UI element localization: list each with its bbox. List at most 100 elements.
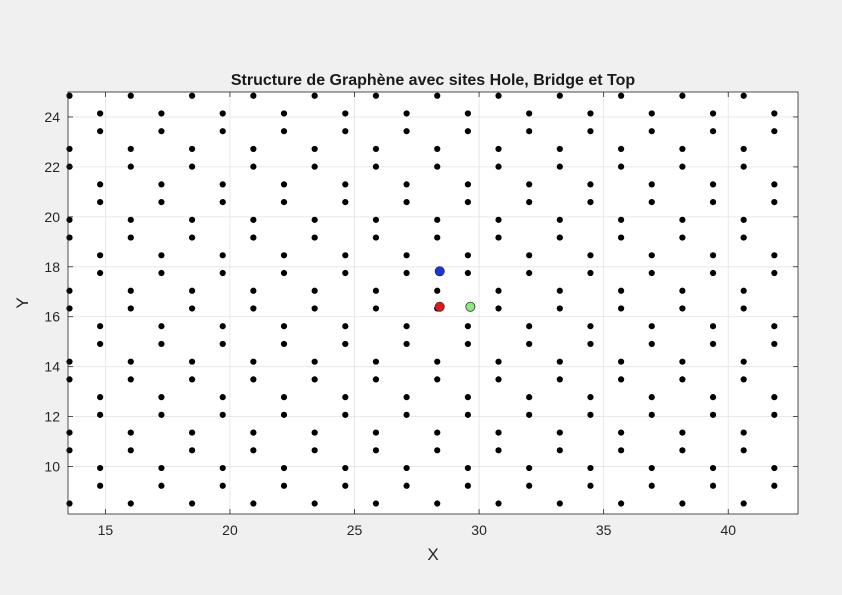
lattice-point bbox=[250, 429, 257, 436]
lattice-point bbox=[158, 128, 165, 135]
lattice-point bbox=[280, 252, 288, 259]
lattice-point bbox=[250, 216, 257, 223]
lattice-point bbox=[740, 163, 747, 170]
lattice-point bbox=[526, 464, 533, 472]
lattice-point bbox=[679, 145, 686, 153]
lattice-point bbox=[403, 252, 410, 259]
x-tick-label: 20 bbox=[222, 522, 238, 538]
lattice-point bbox=[526, 411, 533, 418]
lattice-point bbox=[495, 287, 502, 294]
lattice-point bbox=[464, 110, 471, 117]
lattice-point bbox=[526, 252, 533, 259]
lattice-point bbox=[556, 216, 563, 223]
lattice-point bbox=[740, 447, 747, 454]
lattice-point bbox=[250, 500, 257, 507]
lattice-point bbox=[403, 482, 410, 489]
lattice-point bbox=[66, 358, 73, 365]
lattice-point bbox=[740, 429, 747, 436]
lattice-point bbox=[648, 110, 655, 117]
lattice-point bbox=[771, 411, 778, 418]
lattice-point bbox=[127, 429, 134, 436]
lattice-point bbox=[434, 500, 441, 507]
lattice-point bbox=[709, 340, 717, 348]
lattice-points bbox=[66, 92, 778, 507]
lattice-point bbox=[158, 110, 165, 117]
lattice-point bbox=[188, 92, 196, 99]
lattice-point bbox=[158, 269, 165, 277]
lattice-point bbox=[679, 234, 686, 241]
x-tick-label: 30 bbox=[471, 522, 487, 538]
lattice-point bbox=[648, 181, 655, 188]
lattice-point bbox=[97, 464, 104, 472]
lattice-point bbox=[740, 234, 747, 241]
lattice-point bbox=[771, 181, 778, 188]
y-tick-label: 22 bbox=[44, 159, 60, 175]
lattice-point bbox=[97, 199, 104, 206]
lattice-point bbox=[709, 181, 717, 188]
plot-area bbox=[68, 92, 798, 514]
lattice-point bbox=[464, 340, 471, 348]
lattice-point bbox=[771, 128, 778, 135]
lattice-point bbox=[158, 411, 165, 418]
lattice-point bbox=[372, 234, 380, 241]
lattice-point bbox=[219, 340, 226, 348]
lattice-point bbox=[66, 447, 73, 454]
lattice-point bbox=[709, 394, 717, 401]
lattice-point bbox=[648, 128, 655, 135]
lattice-point bbox=[648, 323, 655, 330]
lattice-point bbox=[771, 323, 778, 330]
lattice-point bbox=[250, 287, 257, 294]
lattice-point bbox=[771, 110, 778, 117]
lattice-point bbox=[587, 252, 594, 259]
lattice-point bbox=[771, 340, 778, 348]
lattice-point bbox=[372, 305, 380, 312]
lattice-point bbox=[587, 110, 594, 117]
lattice-point bbox=[342, 128, 349, 135]
lattice-point bbox=[311, 305, 318, 312]
lattice-point bbox=[250, 305, 257, 312]
lattice-point bbox=[556, 305, 563, 312]
lattice-point bbox=[158, 482, 165, 489]
lattice-point bbox=[464, 181, 471, 188]
lattice-point bbox=[127, 287, 134, 294]
lattice-point bbox=[311, 92, 318, 99]
x-tick-label: 25 bbox=[347, 522, 363, 538]
lattice-point bbox=[495, 234, 502, 241]
lattice-point bbox=[403, 269, 410, 277]
lattice-point bbox=[556, 92, 563, 99]
lattice-point bbox=[556, 500, 563, 507]
lattice-point bbox=[188, 216, 196, 223]
lattice-point bbox=[158, 181, 165, 188]
y-axis-label: Y bbox=[13, 297, 32, 308]
lattice-point bbox=[66, 287, 73, 294]
lattice-point bbox=[556, 163, 563, 170]
lattice-point bbox=[587, 340, 594, 348]
lattice-point bbox=[66, 305, 73, 312]
lattice-point bbox=[403, 323, 410, 330]
lattice-point bbox=[526, 199, 533, 206]
lattice-point bbox=[709, 269, 717, 277]
lattice-point bbox=[372, 376, 380, 383]
lattice-point bbox=[679, 376, 686, 383]
lattice-point bbox=[740, 216, 747, 223]
lattice-point bbox=[219, 482, 226, 489]
site-hole-point bbox=[434, 301, 445, 312]
lattice-point bbox=[219, 394, 226, 401]
lattice-point bbox=[434, 376, 441, 383]
lattice-point bbox=[219, 464, 226, 472]
lattice-point bbox=[618, 305, 625, 312]
lattice-point bbox=[219, 199, 226, 206]
lattice-point bbox=[403, 128, 410, 135]
lattice-point bbox=[464, 199, 471, 206]
lattice-point bbox=[618, 429, 625, 436]
lattice-point bbox=[740, 305, 747, 312]
lattice-point bbox=[648, 482, 655, 489]
lattice-point bbox=[219, 181, 226, 188]
lattice-point bbox=[648, 464, 655, 472]
lattice-point bbox=[495, 358, 502, 365]
site-top-point bbox=[465, 301, 476, 312]
y-tick-label: 12 bbox=[44, 409, 60, 425]
lattice-point bbox=[709, 323, 717, 330]
lattice-point bbox=[648, 269, 655, 277]
lattice-point bbox=[464, 128, 471, 135]
